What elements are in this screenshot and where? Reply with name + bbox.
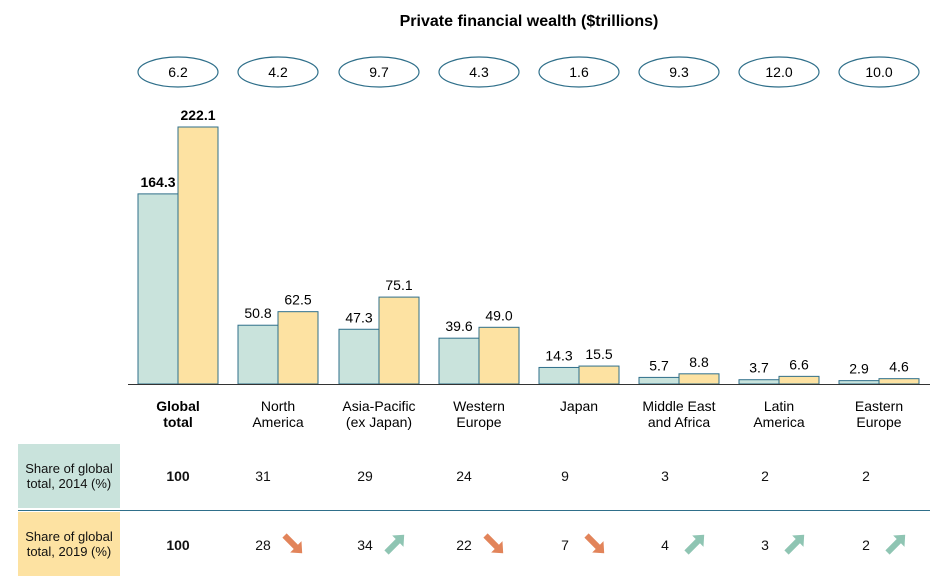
value-label-2019: 49.0 [485,307,512,323]
category-label: Japan [560,398,598,414]
share-2014-value: 2 [761,468,769,484]
share-2019-value: 3 [761,537,769,553]
value-label-2019: 4.6 [889,359,909,375]
bar-2019 [878,378,920,385]
trend-arrows [282,533,906,555]
share-2014-value: 100 [166,468,190,484]
value-label-2014: 14.3 [545,347,572,363]
growth-oval-value: 12.0 [765,64,792,80]
bar-2014 [438,337,480,385]
growth-oval [638,56,720,88]
share-row-divider [18,510,930,511]
value-label-2014: 39.6 [445,318,472,334]
growth-oval [538,56,620,88]
bar-2019 [177,126,219,385]
bar-2019 [277,311,319,385]
share-2014-value: 24 [456,468,472,484]
share-2019-value: 2 [862,537,870,553]
bar-2014 [738,379,780,385]
share-2014-value: 2 [862,468,870,484]
share-2019-value: 4 [661,537,669,553]
bar-2019 [578,365,620,385]
value-label-2019: 222.1 [180,107,215,123]
category-labels: Global total North America Asia-Pacific (ex J… [156,398,903,430]
growth-oval [838,56,920,88]
bar-2014 [237,324,279,385]
share-2019-value: 100 [166,537,190,553]
growth-ovals: 6.2 4.2 9.7 4.3 1.6 9.3 12.0 10.0 [137,56,920,88]
bar-2014 [838,380,880,385]
share-2014-value: 3 [661,468,669,484]
value-label-2014: 5.7 [649,357,669,373]
arrow-down-icon [584,533,605,554]
share-2019-value: 28 [255,537,271,553]
category-label: Global total [156,398,200,430]
bar-2014 [338,328,380,385]
value-label-2019: 8.8 [689,354,709,370]
growth-oval [438,56,520,88]
arrow-up-icon [384,534,405,555]
growth-oval-value: 4.3 [469,64,489,80]
category-label: Western Europe [453,398,505,430]
growth-oval-value: 6.2 [168,64,188,80]
arrow-down-icon [282,533,303,554]
share-2019-value: 22 [456,537,472,553]
bar-2019 [478,326,520,385]
share-2019-label: Share of global total, 2019 (%) [18,512,120,576]
share-2019-value: 34 [357,537,373,553]
bar-2014 [638,376,680,385]
growth-oval-value: 9.3 [669,64,689,80]
growth-oval-value: 1.6 [569,64,589,80]
category-label: Asia-Pacific (ex Japan) [342,398,415,430]
arrow-up-icon [684,534,705,555]
value-label-2019: 62.5 [284,292,311,308]
value-label-2014: 164.3 [140,174,175,190]
growth-oval [338,56,420,88]
arrow-up-icon [784,534,805,555]
growth-oval-value: 9.7 [369,64,389,80]
share-2014-label: Share of global total, 2014 (%) [18,444,120,508]
value-label-2019: 6.6 [789,356,809,372]
bar-2014 [137,193,179,385]
bar-2014 [538,366,580,385]
value-label-2019: 15.5 [585,346,612,362]
chart-title: Private financial wealth ($trillions) [400,13,659,30]
category-label: North America [252,398,304,430]
value-label-2014: 50.8 [244,305,271,321]
arrow-up-icon [885,534,906,555]
value-label-2014: 47.3 [345,309,372,325]
value-labels: 164.3 222.1 50.8 62.5 47.3 75.1 39.6 49.0 14.3 15… [140,107,908,377]
value-label-2014: 2.9 [849,361,869,377]
bar-2019 [378,296,420,385]
growth-oval [237,56,319,88]
bars [137,126,920,385]
share-2014-value: 31 [255,468,271,484]
growth-oval-value: 10.0 [865,64,892,80]
category-label: Middle East and Africa [642,398,715,430]
category-label: Latin America [753,398,805,430]
share-2014-value: 9 [561,468,569,484]
value-label-2019: 75.1 [385,277,412,293]
bar-2019 [778,375,820,385]
bar-2019 [678,373,720,385]
share-2014-value: 29 [357,468,373,484]
growth-oval [137,56,219,88]
growth-oval-value: 4.2 [268,64,288,80]
category-label: Eastern Europe [855,398,903,430]
value-label-2014: 3.7 [749,360,769,376]
share-2019-value: 7 [561,537,569,553]
arrow-down-icon [483,533,504,554]
growth-oval [738,56,820,88]
